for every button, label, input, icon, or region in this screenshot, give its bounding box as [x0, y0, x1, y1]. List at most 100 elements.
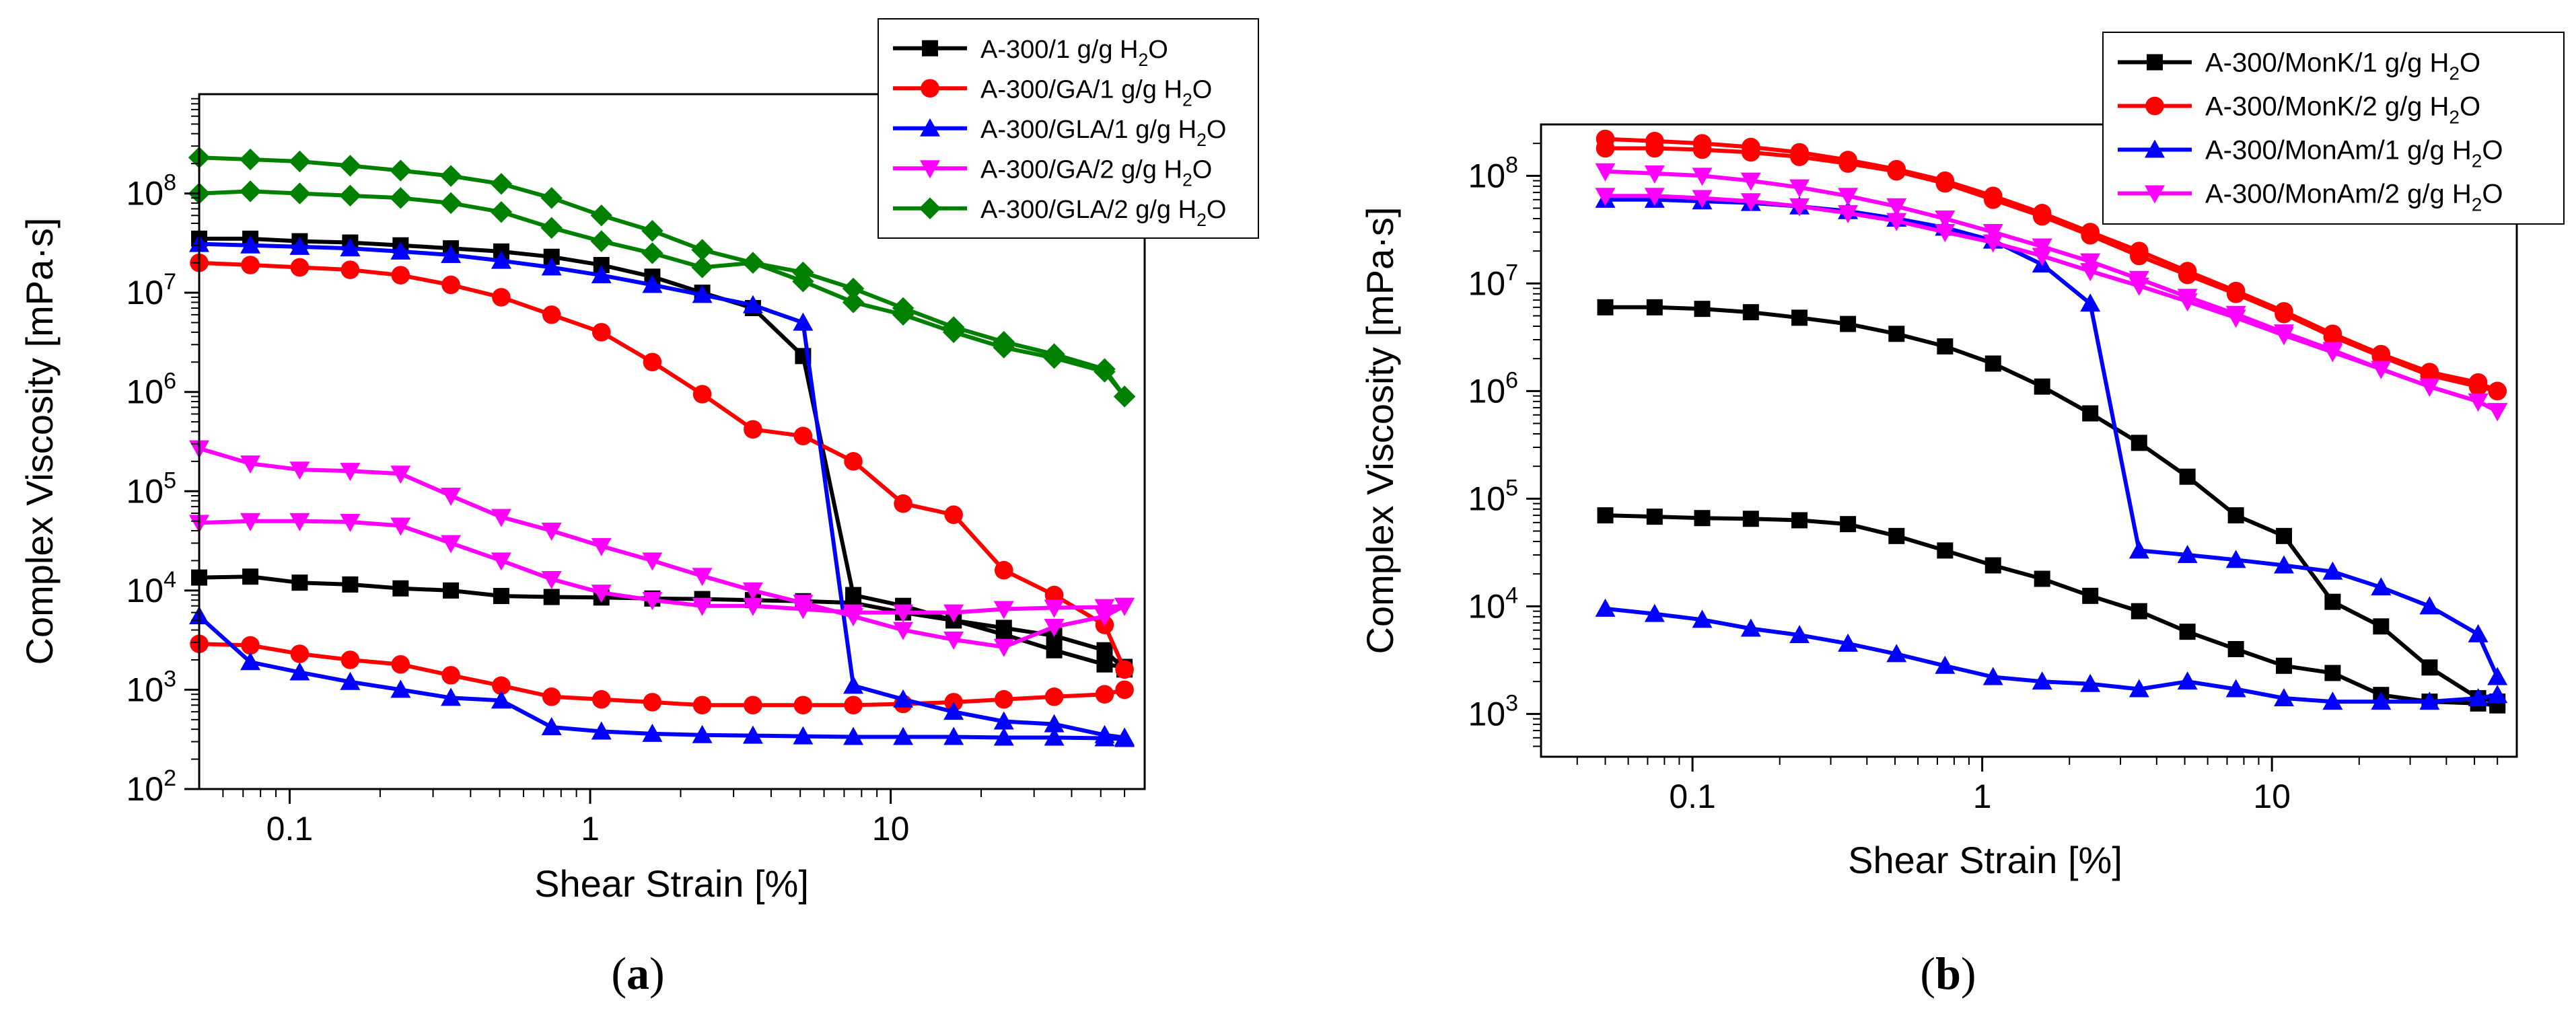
data-point-b-7-7: [1935, 223, 1956, 242]
data-point-b-5-3: [1740, 618, 1761, 637]
data-point-a-1-7: [543, 589, 560, 605]
data-point-a-6-1: [240, 455, 261, 474]
data-point-a-4-2: [289, 236, 310, 255]
data-point-a-6-11: [742, 582, 763, 601]
data-point-b-7-15: [2322, 344, 2343, 363]
data-point-a-3-2: [290, 644, 310, 663]
data-point-a-3-12: [793, 696, 813, 715]
data-point-b-7-3: [1740, 193, 1761, 212]
series-line-a-6: [199, 446, 1126, 649]
legend-label-a-0: A-300/1 g/g H2O: [980, 36, 1168, 70]
data-point-b-5-16: [2371, 691, 2392, 710]
data-point-b-5-19: [2487, 685, 2508, 704]
series-line-a-1: [199, 574, 1126, 671]
data-point-a-3-17: [1044, 687, 1064, 706]
data-point-b-6-3: [1740, 172, 1761, 191]
data-point-a-6-2: [289, 461, 310, 480]
data-point-a-8-8: [590, 204, 612, 227]
data-point-a-2-19: [1115, 660, 1134, 679]
data-point-a-7-10: [692, 597, 713, 616]
data-point-b-5-0: [1595, 598, 1616, 617]
data-point-a-5-2: [289, 662, 310, 681]
data-point-a-5-12: [793, 726, 814, 745]
data-point-a-3-4: [391, 654, 410, 674]
data-point-b-7-8: [1982, 234, 2003, 253]
data-point-a-6-7: [541, 523, 562, 541]
data-point-b-7-9: [2032, 248, 2052, 266]
data-point-a-3-19: [1115, 680, 1134, 700]
data-point-b-5-1: [1644, 603, 1665, 622]
legend-label-b-0: A-300/MonK/1 g/g H2O: [2205, 48, 2480, 84]
data-point-a-3-11: [744, 696, 762, 715]
series-a-9: [188, 180, 1136, 408]
legend-label-a-2: A-300/GLA/1 g/g H2O: [980, 116, 1226, 150]
data-point-a-6-16: [993, 638, 1014, 657]
data-point-a-7-7: [541, 571, 562, 590]
series-a-7: [189, 513, 1135, 623]
legend-marker-b-3: [2145, 185, 2165, 204]
data-point-b-1-2: [1694, 510, 1711, 527]
data-point-b-3-14: [2275, 304, 2293, 324]
legend-label-b-1: A-300/MonK/2 g/g H2O: [2205, 92, 2480, 128]
data-point-b-6-1: [1644, 165, 1665, 184]
data-point-a-3-5: [441, 666, 460, 685]
series-b-5: [1595, 598, 2508, 710]
series-line-a-7: [199, 519, 1125, 615]
data-point-a-9-15: [942, 321, 965, 344]
data-point-b-7-1: [1644, 188, 1665, 207]
data-point-b-3-13: [2226, 285, 2246, 303]
data-point-a-2-1: [241, 256, 260, 274]
data-point-b-6-10: [2080, 253, 2101, 272]
data-point-a-3-7: [542, 687, 561, 706]
data-point-b-6-7: [1935, 211, 1956, 229]
data-point-b-3-0: [1596, 139, 1615, 158]
data-point-b-7-2: [1692, 190, 1713, 209]
data-point-b-0-7: [1937, 338, 1954, 354]
data-point-b-4-15: [2322, 561, 2343, 580]
data-point-a-1-5: [443, 582, 460, 599]
data-point-b-3-6: [1887, 161, 1906, 181]
x-tick-label-a-0: 0.1: [266, 810, 314, 848]
panel-label-a: (a): [611, 948, 664, 999]
data-point-b-5-4: [1789, 625, 1810, 644]
y-axis-title-a: Complex Viscosity [mPa·s]: [18, 218, 61, 665]
data-point-a-3-6: [492, 676, 511, 696]
data-point-a-7-17: [1044, 599, 1065, 618]
data-point-a-1-6: [493, 588, 509, 605]
data-point-b-6-4: [1789, 179, 1810, 198]
data-point-b-5-9: [2032, 671, 2052, 690]
data-point-a-6-3: [340, 463, 361, 482]
data-point-b-0-0: [1597, 299, 1614, 315]
data-point-b-0-2: [1694, 301, 1711, 317]
data-point-a-6-4: [390, 465, 411, 484]
data-point-b-3-3: [1742, 143, 1760, 162]
data-point-a-5-1: [240, 652, 261, 671]
data-point-a-9-4: [390, 187, 412, 209]
data-point-b-4-19: [2487, 667, 2508, 685]
data-point-a-9-14: [892, 303, 915, 326]
data-point-a-2-4: [391, 266, 410, 285]
data-point-a-5-13: [843, 726, 864, 745]
data-point-a-8-4: [390, 159, 412, 182]
data-point-b-4-12: [2177, 544, 2198, 563]
legend-marker-a-1: [921, 79, 939, 98]
data-point-a-9-13: [842, 291, 865, 313]
chart-b: 0.1 1 10 103 104 105 106 107 108 Shear Strain [%…: [1359, 32, 2565, 999]
data-point-a-0-17: [1046, 642, 1063, 659]
data-point-a-3-10: [692, 696, 712, 715]
y-tick-label-a-5: 107: [126, 269, 176, 311]
data-point-a-2-13: [844, 452, 863, 471]
data-point-a-7-9: [642, 592, 663, 611]
y-tick-label-b-3: 106: [1468, 367, 1518, 410]
legend-label-b-2: A-300/MonAm/1 g/g H2O: [2205, 136, 2503, 172]
data-point-b-3-15: [2323, 327, 2342, 346]
data-point-a-2-15: [944, 505, 963, 524]
data-point-a-4-8: [591, 265, 612, 284]
data-point-b-5-10: [2080, 673, 2101, 692]
data-point-b-7-12: [2177, 293, 2198, 312]
data-point-a-3-8: [592, 689, 611, 709]
legend-a: A-300/1 g/g H2O A-300/GA/1 g/g H2O A-300/G…: [878, 18, 1259, 239]
data-point-b-0-11: [2131, 435, 2147, 451]
data-point-a-5-17: [1044, 727, 1065, 746]
data-point-a-9-11: [742, 252, 764, 274]
